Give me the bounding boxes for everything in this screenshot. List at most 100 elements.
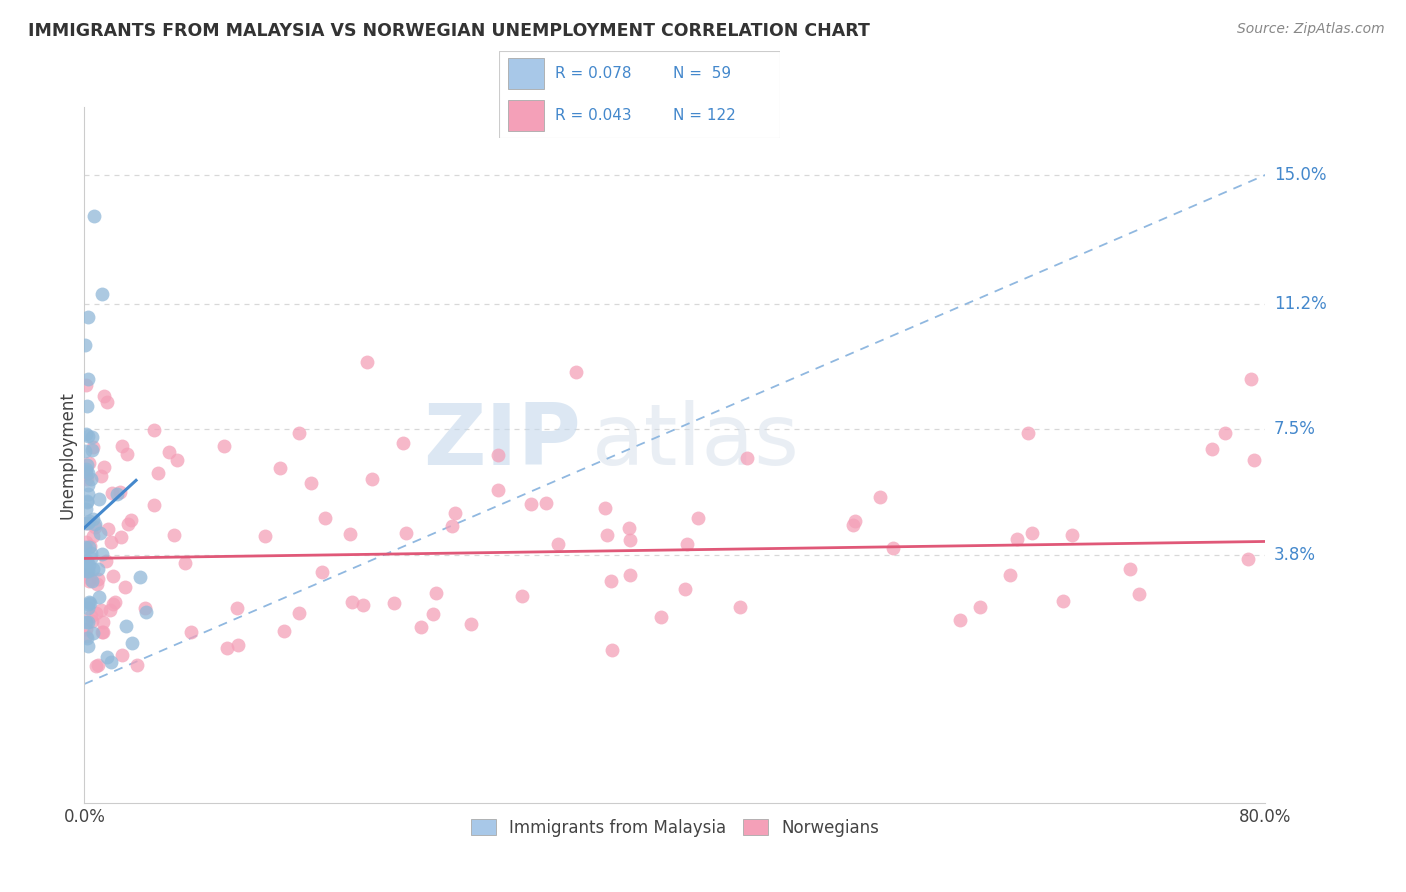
Point <box>96 554 118 568</box>
Point <box>96 395 118 409</box>
Point <box>215 640 238 655</box>
FancyBboxPatch shape <box>508 100 544 131</box>
Point <box>75 337 97 351</box>
Text: 7.5%: 7.5% <box>1274 420 1316 439</box>
Point <box>174 556 197 570</box>
Point <box>1201 442 1223 456</box>
Point <box>77 310 100 325</box>
Point <box>425 586 447 600</box>
Point <box>157 444 180 458</box>
Point <box>76 495 98 509</box>
Point <box>547 537 569 551</box>
Point <box>1240 371 1263 385</box>
Point <box>422 607 444 622</box>
Point <box>110 485 132 500</box>
Point <box>98 602 121 616</box>
Point <box>444 506 467 520</box>
Point <box>226 601 249 615</box>
Text: N = 122: N = 122 <box>673 108 737 123</box>
Point <box>288 606 311 620</box>
Point <box>77 639 100 653</box>
Point <box>80 608 103 623</box>
Point <box>114 580 136 594</box>
Point <box>269 460 291 475</box>
Point <box>1005 532 1028 546</box>
Point <box>80 472 103 486</box>
Point <box>93 388 115 402</box>
Point <box>949 613 972 627</box>
Point <box>84 658 107 673</box>
Point <box>342 595 364 609</box>
Point <box>77 428 100 442</box>
Point <box>339 526 361 541</box>
Point <box>82 529 104 543</box>
Point <box>87 590 110 604</box>
Point <box>600 574 623 589</box>
Point <box>288 426 311 441</box>
Point <box>844 514 866 528</box>
Point <box>619 533 641 548</box>
Point <box>1237 552 1260 566</box>
Point <box>90 468 112 483</box>
Point <box>76 466 98 480</box>
Point <box>84 517 107 532</box>
Point <box>76 598 98 612</box>
Point <box>75 502 97 516</box>
Point <box>83 209 105 223</box>
Text: atlas: atlas <box>592 400 800 483</box>
Point <box>1017 426 1039 441</box>
Text: 11.2%: 11.2% <box>1274 295 1326 313</box>
Point <box>101 486 124 500</box>
Point <box>84 607 107 621</box>
Point <box>460 616 482 631</box>
Point <box>441 519 464 533</box>
Point <box>166 452 188 467</box>
Point <box>75 615 97 629</box>
Point <box>75 629 97 643</box>
Point <box>76 615 98 630</box>
Point <box>226 638 249 652</box>
Point <box>273 624 295 639</box>
Point <box>314 511 336 525</box>
Point <box>89 526 111 541</box>
Point <box>80 546 103 560</box>
Point <box>673 582 696 597</box>
Point <box>82 561 104 575</box>
Point <box>111 439 134 453</box>
Point <box>80 614 103 628</box>
Point <box>409 620 432 634</box>
Point <box>180 625 202 640</box>
Point <box>80 443 103 458</box>
Point <box>1215 425 1237 440</box>
Point <box>650 610 672 624</box>
Point <box>842 518 865 533</box>
Point <box>75 467 97 482</box>
Point <box>730 600 752 615</box>
Point <box>76 487 98 501</box>
Point <box>486 448 509 462</box>
Point <box>253 529 276 543</box>
Point <box>77 600 100 615</box>
Text: Source: ZipAtlas.com: Source: ZipAtlas.com <box>1237 22 1385 37</box>
Point <box>77 456 100 470</box>
Point <box>536 496 558 510</box>
Point <box>76 516 98 530</box>
Point <box>134 601 156 615</box>
Point <box>143 498 166 512</box>
Point <box>77 541 100 555</box>
Point <box>110 530 132 544</box>
Text: ZIP: ZIP <box>423 400 581 483</box>
Point <box>77 564 100 578</box>
Y-axis label: Unemployment: Unemployment <box>58 391 76 519</box>
Point <box>619 568 641 582</box>
Point <box>117 446 139 460</box>
Point <box>90 624 112 639</box>
Point <box>212 439 235 453</box>
Point <box>76 399 98 413</box>
Point <box>596 528 619 542</box>
Point <box>76 458 98 472</box>
Point <box>80 574 103 589</box>
Point <box>101 568 124 582</box>
Point <box>600 642 623 657</box>
Point <box>93 625 115 640</box>
